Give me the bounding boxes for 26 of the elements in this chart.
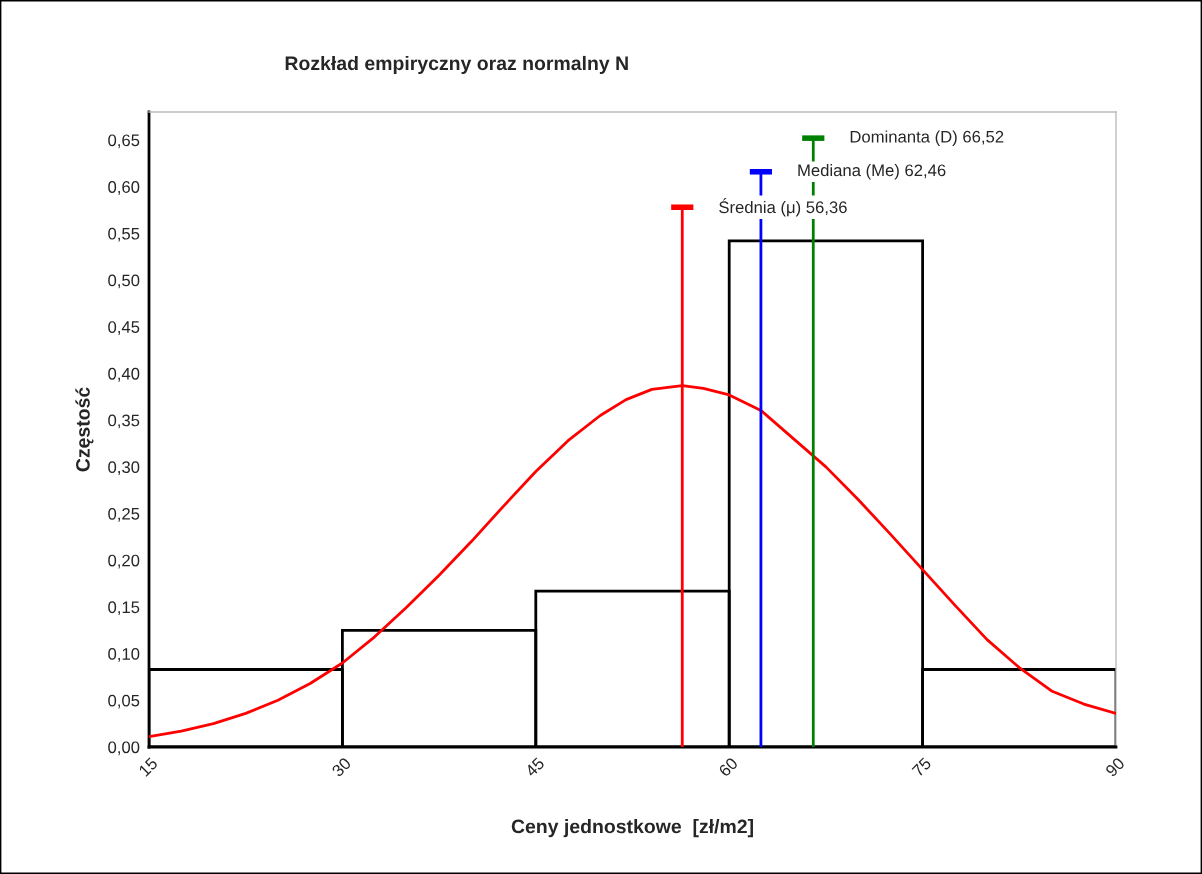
y-tick-label: 0,35 [108, 414, 140, 429]
y-tick-label: 0,15 [108, 601, 140, 616]
legend-label: Mediana (Me) 62,46 [798, 164, 946, 180]
y-tick-label: 0,25 [108, 507, 140, 522]
y-tick-label: 0,45 [108, 321, 140, 335]
x-tick-label: 75 [911, 756, 932, 778]
x-tick-label: 90 [1104, 756, 1126, 778]
y-tick-label: 0,30 [108, 461, 140, 476]
legend-label: Dominanta (D) 66,52 [850, 130, 1004, 146]
y-tick-label: 0,50 [108, 274, 140, 289]
legend-label: Średnia (μ) 56,36 [719, 198, 847, 217]
y-axis-title: Częstość [75, 387, 94, 472]
x-axis-title: Ceny jednostkowe [zł/m2] [511, 819, 753, 838]
y-tick-label: 0,55 [108, 227, 140, 242]
x-tick-label: 45 [524, 756, 546, 778]
y-tick-label: 0,20 [108, 554, 140, 569]
y-tick-label: 0,05 [108, 694, 140, 709]
x-tick-label: 60 [718, 756, 739, 778]
y-tick-label: 0,60 [108, 181, 140, 195]
y-tick-label: 0,65 [108, 134, 140, 149]
y-tick-label: 0,10 [108, 648, 140, 662]
x-tick-label: 15 [138, 756, 159, 777]
y-tick-label: 0,00 [108, 741, 140, 756]
y-tick-label: 0,40 [108, 367, 140, 382]
x-tick-label: 30 [331, 756, 352, 778]
chart-title: Rozkład empiryczny oraz normalny N [285, 55, 628, 75]
